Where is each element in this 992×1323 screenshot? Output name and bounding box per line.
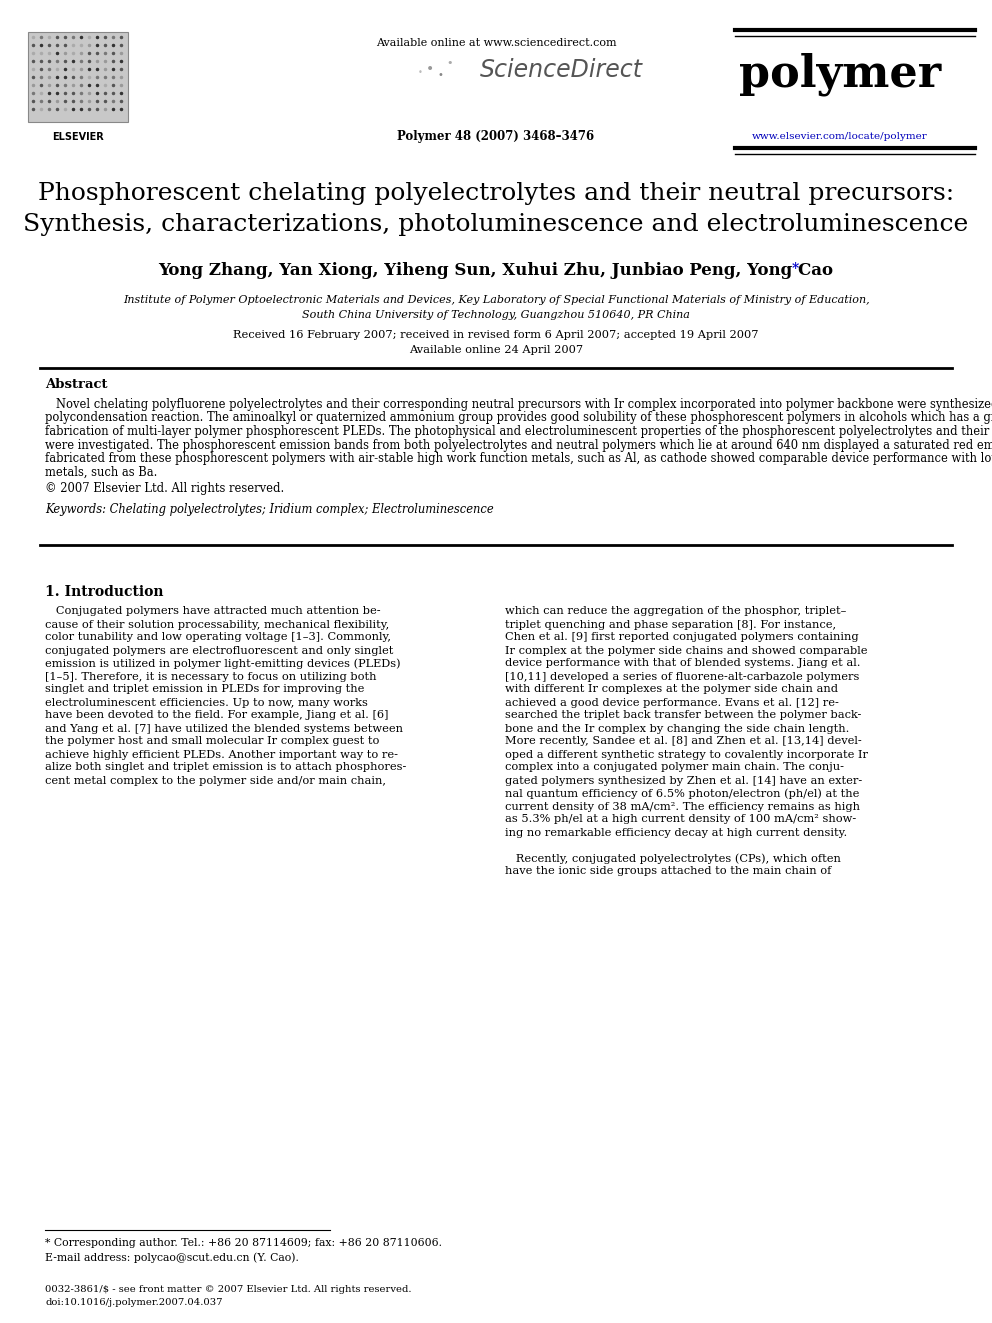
- Text: were investigated. The phosphorescent emission bands from both polyelectrolytes : were investigated. The phosphorescent em…: [45, 438, 992, 451]
- Text: ScienceDirect: ScienceDirect: [480, 58, 643, 82]
- Text: polycondensation reaction. The aminoalkyl or quaternized ammonium group provides: polycondensation reaction. The aminoalky…: [45, 411, 992, 425]
- Text: ELSEVIER: ELSEVIER: [53, 132, 104, 142]
- Text: •: •: [418, 67, 423, 77]
- Text: alize both singlet and triplet emission is to attach phosphores-: alize both singlet and triplet emission …: [45, 762, 407, 773]
- Text: •: •: [426, 62, 434, 75]
- Text: cent metal complex to the polymer side and/or main chain,: cent metal complex to the polymer side a…: [45, 775, 386, 786]
- Text: Ir complex at the polymer side chains and showed comparable: Ir complex at the polymer side chains an…: [505, 646, 867, 655]
- Text: oped a different synthetic strategy to covalently incorporate Ir: oped a different synthetic strategy to c…: [505, 750, 868, 759]
- Text: complex into a conjugated polymer main chain. The conju-: complex into a conjugated polymer main c…: [505, 762, 844, 773]
- Text: electroluminescent efficiencies. Up to now, many works: electroluminescent efficiencies. Up to n…: [45, 697, 368, 708]
- Text: with different Ir complexes at the polymer side chain and: with different Ir complexes at the polym…: [505, 684, 838, 695]
- Text: Received 16 February 2007; received in revised form 6 April 2007; accepted 19 Ap: Received 16 February 2007; received in r…: [233, 329, 759, 340]
- Text: ing no remarkable efficiency decay at high current density.: ing no remarkable efficiency decay at hi…: [505, 827, 847, 837]
- Text: nal quantum efficiency of 6.5% photon/electron (ph/el) at the: nal quantum efficiency of 6.5% photon/el…: [505, 789, 859, 799]
- Text: emission is utilized in polymer light-emitting devices (PLEDs): emission is utilized in polymer light-em…: [45, 659, 401, 669]
- Text: Available online 24 April 2007: Available online 24 April 2007: [409, 345, 583, 355]
- Text: * Corresponding author. Tel.: +86 20 87114609; fax: +86 20 87110606.: * Corresponding author. Tel.: +86 20 871…: [45, 1238, 442, 1248]
- Text: fabricated from these phosphorescent polymers with air-stable high work function: fabricated from these phosphorescent pol…: [45, 452, 992, 464]
- Text: © 2007 Elsevier Ltd. All rights reserved.: © 2007 Elsevier Ltd. All rights reserved…: [45, 482, 285, 495]
- Text: searched the triplet back transfer between the polymer back-: searched the triplet back transfer betwe…: [505, 710, 861, 721]
- Text: metals, such as Ba.: metals, such as Ba.: [45, 466, 158, 479]
- Bar: [28, 32, 128, 122]
- Text: [10,11] developed a series of fluorene-alt-carbazole polymers: [10,11] developed a series of fluorene-a…: [505, 672, 859, 681]
- Text: device performance with that of blended systems. Jiang et al.: device performance with that of blended …: [505, 659, 860, 668]
- Text: current density of 38 mA/cm². The efficiency remains as high: current density of 38 mA/cm². The effici…: [505, 802, 860, 811]
- Text: achieved a good device performance. Evans et al. [12] re-: achieved a good device performance. Evan…: [505, 697, 839, 708]
- Text: Synthesis, characterizations, photoluminescence and electroluminescence: Synthesis, characterizations, photolumin…: [24, 213, 968, 235]
- Text: cause of their solution processability, mechanical flexibility,: cause of their solution processability, …: [45, 619, 389, 630]
- Text: E-mail address: polycao@scut.edu.cn (Y. Cao).: E-mail address: polycao@scut.edu.cn (Y. …: [45, 1252, 299, 1262]
- Text: color tunability and low operating voltage [1–3]. Commonly,: color tunability and low operating volta…: [45, 632, 391, 643]
- Text: as 5.3% ph/el at a high current density of 100 mA/cm² show-: as 5.3% ph/el at a high current density …: [505, 815, 856, 824]
- Text: More recently, Sandee et al. [8] and Zhen et al. [13,14] devel-: More recently, Sandee et al. [8] and Zhe…: [505, 737, 862, 746]
- Text: the polymer host and small molecular Ir complex guest to: the polymer host and small molecular Ir …: [45, 737, 379, 746]
- Text: *: *: [792, 262, 800, 277]
- Text: triplet quenching and phase separation [8]. For instance,: triplet quenching and phase separation […: [505, 619, 836, 630]
- Text: bone and the Ir complex by changing the side chain length.: bone and the Ir complex by changing the …: [505, 724, 849, 733]
- Text: gated polymers synthesized by Zhen et al. [14] have an exter-: gated polymers synthesized by Zhen et al…: [505, 775, 862, 786]
- Text: achieve highly efficient PLEDs. Another important way to re-: achieve highly efficient PLEDs. Another …: [45, 750, 398, 759]
- Text: www.elsevier.com/locate/polymer: www.elsevier.com/locate/polymer: [752, 132, 928, 142]
- Text: Polymer 48 (2007) 3468–3476: Polymer 48 (2007) 3468–3476: [398, 130, 594, 143]
- Text: singlet and triplet emission in PLEDs for improving the: singlet and triplet emission in PLEDs fo…: [45, 684, 364, 695]
- Text: Novel chelating polyfluorene polyelectrolytes and their corresponding neutral pr: Novel chelating polyfluorene polyelectro…: [45, 398, 992, 411]
- Text: Chen et al. [9] first reported conjugated polymers containing: Chen et al. [9] first reported conjugate…: [505, 632, 859, 643]
- Text: Abstract: Abstract: [45, 378, 107, 392]
- Text: doi:10.1016/j.polymer.2007.04.037: doi:10.1016/j.polymer.2007.04.037: [45, 1298, 222, 1307]
- Text: have the ionic side groups attached to the main chain of: have the ionic side groups attached to t…: [505, 867, 831, 877]
- Text: conjugated polymers are electrofluorescent and only singlet: conjugated polymers are electrofluoresce…: [45, 646, 394, 655]
- Text: which can reduce the aggregation of the phosphor, triplet–: which can reduce the aggregation of the …: [505, 606, 846, 617]
- Text: Conjugated polymers have attracted much attention be-: Conjugated polymers have attracted much …: [45, 606, 381, 617]
- Text: Institute of Polymer Optoelectronic Materials and Devices, Key Laboratory of Spe: Institute of Polymer Optoelectronic Mate…: [123, 295, 869, 306]
- Text: Yong Zhang, Yan Xiong, Yiheng Sun, Xuhui Zhu, Junbiao Peng, Yong Cao: Yong Zhang, Yan Xiong, Yiheng Sun, Xuhui…: [159, 262, 833, 279]
- Text: polymer: polymer: [739, 52, 941, 95]
- Text: South China University of Technology, Guangzhou 510640, PR China: South China University of Technology, Gu…: [302, 310, 690, 320]
- Text: Phosphorescent chelating polyelectrolytes and their neutral precursors:: Phosphorescent chelating polyelectrolyte…: [38, 183, 954, 205]
- Text: Recently, conjugated polyelectrolytes (CPs), which often: Recently, conjugated polyelectrolytes (C…: [505, 853, 841, 864]
- Text: 1. Introduction: 1. Introduction: [45, 585, 164, 598]
- Text: Keywords: Chelating polyelectrolytes; Iridium complex; Electroluminescence: Keywords: Chelating polyelectrolytes; Ir…: [45, 504, 494, 516]
- Text: •: •: [437, 70, 443, 79]
- Text: •: •: [446, 58, 453, 67]
- Text: Available online at www.sciencedirect.com: Available online at www.sciencedirect.co…: [376, 38, 616, 48]
- Text: [1–5]. Therefore, it is necessary to focus on utilizing both: [1–5]. Therefore, it is necessary to foc…: [45, 672, 377, 681]
- Text: fabrication of multi-layer polymer phosphorescent PLEDs. The photophysical and e: fabrication of multi-layer polymer phosp…: [45, 425, 992, 438]
- Text: and Yang et al. [7] have utilized the blended systems between: and Yang et al. [7] have utilized the bl…: [45, 724, 403, 733]
- Text: have been devoted to the field. For example, Jiang et al. [6]: have been devoted to the field. For exam…: [45, 710, 389, 721]
- Text: 0032-3861/$ - see front matter © 2007 Elsevier Ltd. All rights reserved.: 0032-3861/$ - see front matter © 2007 El…: [45, 1285, 412, 1294]
